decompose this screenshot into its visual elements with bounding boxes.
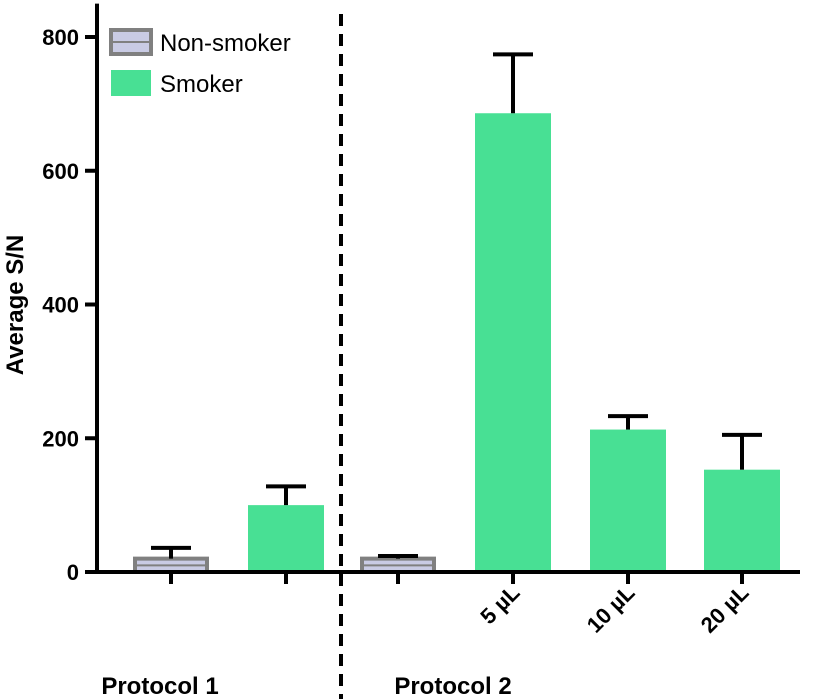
y-tick-label: 200 (42, 426, 79, 451)
legend: Non-smoker Smoker (109, 28, 291, 98)
y-tick-label: 800 (42, 25, 79, 50)
y-axis: 0 200 400 600 800 (42, 3, 800, 585)
y-tick-label: 600 (42, 159, 79, 184)
bars (133, 52, 780, 574)
x-tick-label: 5 µL (475, 580, 524, 629)
y-tick-label: 400 (42, 293, 79, 318)
x-tick-label: 20 µL (696, 580, 754, 638)
group-label-protocol-2: Protocol 2 (394, 673, 511, 699)
group-label-protocol-1: Protocol 1 (101, 673, 218, 699)
y-axis-title: Average S/N (2, 235, 29, 376)
legend-label-non-smoker: Non-smoker (160, 30, 291, 57)
bar-smoker (248, 505, 324, 572)
bar-smoker (590, 429, 666, 572)
bar-smoker (475, 113, 551, 573)
legend-label-smoker: Smoker (160, 71, 243, 98)
x-tick-label: 10 µL (582, 580, 640, 638)
legend-swatch-smoker (111, 70, 151, 96)
y-tick-label: 0 (67, 560, 79, 585)
legend-swatch-non-smoker (109, 28, 153, 56)
x-tick-labels: 5 µL 10 µL 20 µL (475, 580, 753, 638)
bar-smoker (704, 469, 780, 572)
